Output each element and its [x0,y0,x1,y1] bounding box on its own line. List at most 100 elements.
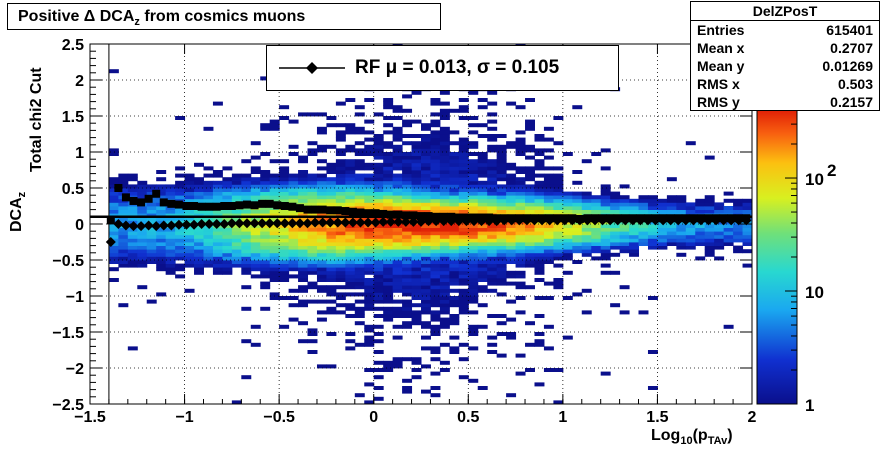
heatmap-cell [525,191,535,196]
heatmap-cell [108,206,119,210]
heatmap-cell [468,310,479,315]
heatmap-cell [411,180,422,185]
heatmap-cell [137,252,148,257]
heatmap-cell [326,166,337,171]
heatmap-cell [553,191,564,196]
heatmap-cell [439,242,450,246]
heatmap-cell [525,166,535,171]
heatmap-cell [458,306,469,311]
heatmap-cell [354,166,365,171]
heatmap-cell [543,224,554,228]
heatmap-cell [487,101,498,106]
heatmap-cell [411,173,422,178]
data-point-diamond [272,218,283,229]
data-point-diamond [468,216,479,227]
heatmap-cell [458,227,469,232]
data-point-diamond [711,215,722,226]
heatmap-cell [392,263,403,268]
heatmap-cell [316,263,327,268]
heatmap-cell [354,306,365,311]
heatmap-cell [298,177,309,182]
heatmap-cell [373,112,384,117]
chart-title-suffix: from cosmics muons [139,8,306,25]
heatmap-cell [496,224,507,228]
heatmap-cell [610,231,621,236]
heatmap-cell [326,123,337,128]
heatmap-cell [222,180,233,185]
heatmap-cell [364,285,375,290]
heatmap-cell [411,184,422,189]
heatmap-cell [231,173,242,178]
heatmap-cell [515,270,526,275]
heatmap-cell [477,105,488,110]
heatmap-cell [411,303,422,308]
heatmap-cell [307,198,318,203]
data-point-square [356,208,365,217]
heatmap-cell [562,270,573,275]
heatmap-cell [430,170,441,174]
x-tick-label: 2 [748,409,757,426]
heatmap-cell [269,195,280,200]
heatmap-cell [543,180,554,185]
heatmap-cell [392,252,403,257]
stats-label: RMS y [697,94,740,110]
heatmap-cell [629,249,640,254]
heatmap-cell [326,162,337,167]
heatmap-cell [383,245,394,250]
heatmap-cell [165,195,176,200]
heatmap-cell [487,350,498,354]
heatmap-cell [487,202,498,207]
heatmap-cell [458,116,469,120]
heatmap-cell [591,231,602,236]
heatmap-cell [506,299,517,304]
heatmap-cell [298,231,309,236]
y-tick-label: 1.5 [62,109,84,126]
heatmap-cell [279,270,290,275]
heatmap-cell [364,245,375,250]
heatmap-cell [487,195,498,200]
heatmap-cell [477,270,488,275]
heatmap-cell [118,180,129,185]
heatmap-cell [156,191,167,196]
heatmap-cell [345,306,356,311]
heatmap-cell [695,256,706,261]
heatmap-cell [373,173,384,178]
heatmap-cell [402,198,413,203]
heatmap-cell [326,274,337,279]
heatmap-cell [458,263,469,268]
heatmap-cell [260,245,271,250]
heatmap-cell [118,231,129,236]
heatmap-cell [411,188,422,192]
heatmap-cell [203,256,214,261]
heatmap-cell [260,238,271,243]
heatmap-cell [354,130,365,135]
heatmap-cell [534,137,545,142]
data-point-diamond [461,216,472,227]
heatmap-cell [487,267,498,272]
heatmap-cell [534,206,545,210]
data-point-diamond [567,215,578,226]
heatmap-cell [241,173,252,178]
heatmap-cell [430,242,441,246]
heatmap-cell [449,252,460,257]
heatmap-cell [458,342,469,347]
heatmap-cell [477,188,488,192]
heatmap-cell [468,260,479,264]
heatmap-cell [439,130,450,135]
heatmap-cell [600,166,611,171]
y-axis-title-top: Total chi2 Cut [28,67,45,172]
heatmap-cell [647,231,658,236]
heatmap-cell [553,206,564,210]
heatmap-cell [666,177,677,182]
heatmap-cell [364,324,375,329]
heatmap-cell [231,249,242,254]
heatmap-cell [430,134,441,138]
heatmap-cell [364,227,375,232]
heatmap-cell [212,209,223,214]
heatmap-cell [156,184,167,189]
heatmap-cell [146,188,157,192]
heatmap-cell [629,238,640,243]
heatmap-cell [165,252,176,257]
heatmap-cell [562,238,573,243]
data-point-square [212,202,221,211]
